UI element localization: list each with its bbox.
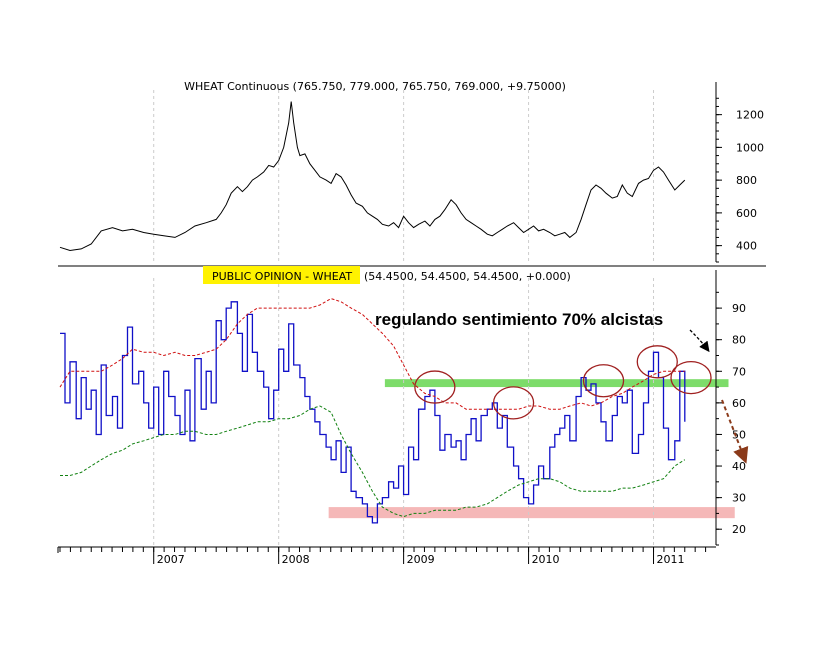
highlight-circle-4 xyxy=(670,360,712,395)
sentiment-y-tick-label-7: 90 xyxy=(732,302,746,315)
annotation-arrow-brown xyxy=(721,399,749,464)
sentiment-series-line-0 xyxy=(60,301,686,524)
sentiment-series-line-2 xyxy=(60,405,686,518)
sentiment-y-tick-label-6: 80 xyxy=(732,334,746,347)
date-x-axis: 2007 2008 2009 2010 2011 xyxy=(57,546,716,566)
x-tick-label-4: 2011 xyxy=(657,553,685,566)
price-series xyxy=(59,101,686,252)
x-tick-label-2: 2009 xyxy=(407,553,435,566)
sentiment-series xyxy=(59,298,686,524)
sentiment-circles xyxy=(414,345,712,420)
sentiment-y-axis: 20 30 40 50 60 70 80 90 xyxy=(715,270,746,546)
sentiment-y-tick-label-2: 40 xyxy=(732,460,746,473)
sentiment-title-highlight xyxy=(203,266,360,284)
sentiment-y-tick-label-0: 20 xyxy=(732,523,746,536)
sentiment-chart-title: PUBLIC OPINION - WHEAT xyxy=(212,270,352,283)
annotation-arrow-black xyxy=(689,329,710,353)
sentiment-annotation: regulando sentimiento 70% alcistas xyxy=(375,310,663,329)
highlight-circle-3 xyxy=(636,345,678,379)
highlight-circle-2 xyxy=(582,364,625,398)
sentiment-y-tick-label-4: 60 xyxy=(732,397,746,410)
price-y-axis: 400 600 800 1000 1200 xyxy=(715,82,764,263)
annotation-arrows xyxy=(689,329,749,464)
green-resistance-band xyxy=(384,379,729,388)
sentiment-y-tick-label-1: 30 xyxy=(732,492,746,505)
sentiment-y-tick-label-5: 70 xyxy=(732,365,746,378)
sentiment-y-tick-label-3: 50 xyxy=(732,428,746,441)
red-support-band xyxy=(328,507,735,519)
sentiment-chart-title-values: (54.4500, 54.4500, 54.4500, +0.000) xyxy=(364,270,571,283)
price-y-tick-label-0: 400 xyxy=(736,240,757,253)
price-y-tick-label-2: 800 xyxy=(736,174,757,187)
x-tick-label-0: 2007 xyxy=(157,553,185,566)
price-y-tick-label-3: 1000 xyxy=(736,141,764,154)
highlight-circle-1 xyxy=(492,386,535,420)
price-y-tick-label-1: 600 xyxy=(736,207,757,220)
highlight-circle-0 xyxy=(414,370,456,404)
price-panel: 400 600 800 1000 1200 WHEAT Continuous (765.… xyxy=(59,80,764,263)
sentiment-series-line-1 xyxy=(59,298,685,410)
price-chart-title: WHEAT Continuous (765.750, 779.000, 765.… xyxy=(184,80,566,93)
price-grid xyxy=(153,90,655,262)
sentiment-bands xyxy=(328,379,735,519)
price-series-line-0 xyxy=(59,101,686,252)
x-tick-label-1: 2008 xyxy=(282,553,310,566)
price-y-tick-label-4: 1200 xyxy=(736,109,764,122)
x-tick-label-3: 2010 xyxy=(532,553,560,566)
